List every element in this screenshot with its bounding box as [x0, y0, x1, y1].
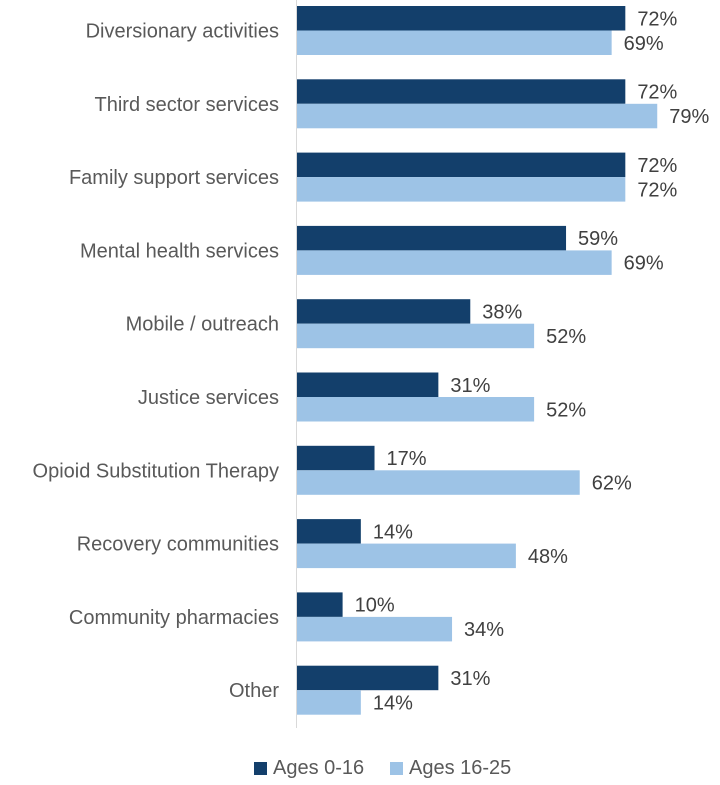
bar-other-ages-16-25	[297, 690, 361, 715]
value-label-mental-health-services-ages-16-25: 69%	[624, 253, 664, 275]
legend-swatch-ages-16-25	[390, 761, 403, 775]
value-label-other-ages-16-25: 14%	[373, 692, 413, 714]
category-label-family-support-services: Family support services	[69, 167, 279, 189]
category-label-mobile-outreach: Mobile / outreach	[126, 314, 279, 336]
category-label-community-pharmacies: Community pharmacies	[69, 607, 279, 629]
value-label-mobile-outreach-ages-16-25: 52%	[546, 326, 586, 348]
bar-opioid-substitution-therapy-ages-16-25	[297, 470, 580, 495]
bar-third-sector-services-ages-0-16	[297, 79, 626, 104]
value-label-recovery-communities-ages-16-25: 48%	[528, 546, 568, 568]
value-label-family-support-services-ages-16-25: 72%	[637, 179, 677, 201]
value-label-opioid-substitution-therapy-ages-0-16: 17%	[387, 448, 427, 470]
value-label-community-pharmacies-ages-16-25: 34%	[464, 619, 504, 641]
bar-recovery-communities-ages-0-16	[297, 519, 361, 544]
category-labels: Diversionary activities Third sector serv…	[33, 21, 280, 703]
bar-diversionary-activities-ages-0-16	[297, 6, 626, 31]
bar-diversionary-activities-ages-16-25	[297, 30, 612, 55]
legend-item-ages-16-25: Ages 16-25	[390, 755, 511, 781]
category-label-opioid-substitution-therapy: Opioid Substitution Therapy	[33, 460, 279, 482]
bar-community-pharmacies-ages-0-16	[297, 592, 343, 617]
value-label-community-pharmacies-ages-0-16: 10%	[355, 595, 395, 617]
category-label-third-sector-services: Third sector services	[95, 94, 280, 116]
bar-mental-health-services-ages-16-25	[297, 250, 612, 275]
value-label-third-sector-services-ages-0-16: 72%	[637, 82, 677, 104]
value-label-justice-services-ages-0-16: 31%	[450, 375, 490, 397]
bar-community-pharmacies-ages-16-25	[297, 616, 453, 642]
value-labels: 72%69%72%79%72%72%59%69%38%52%31%52%17%6…	[355, 8, 710, 714]
category-label-justice-services: Justice services	[138, 387, 279, 409]
category-label-mental-health-services: Mental health services	[80, 240, 279, 262]
bar-chart: Diversionary activities Third sector serv…	[33, 0, 710, 728]
bar-other-ages-0-16	[297, 665, 439, 691]
bar-opioid-substitution-therapy-ages-0-16	[297, 445, 375, 471]
value-label-justice-services-ages-16-25: 52%	[546, 399, 586, 421]
value-label-diversionary-activities-ages-16-25: 69%	[624, 33, 664, 55]
legend-swatch-ages-0-16	[254, 761, 267, 775]
category-label-other: Other	[229, 680, 279, 702]
category-label-recovery-communities: Recovery communities	[77, 534, 279, 556]
bar-mobile-outreach-ages-0-16	[297, 299, 471, 324]
value-label-other-ages-0-16: 31%	[450, 668, 490, 690]
legend-label-ages-16-25: Ages 16-25	[409, 756, 512, 779]
legend: Ages 0-16 Ages 16-25	[0, 755, 720, 781]
category-label-diversionary-activities: Diversionary activities	[86, 21, 279, 43]
bar-family-support-services-ages-16-25	[297, 177, 626, 202]
value-label-opioid-substitution-therapy-ages-16-25: 62%	[592, 473, 632, 495]
bar-third-sector-services-ages-16-25	[297, 103, 658, 129]
value-label-mobile-outreach-ages-0-16: 38%	[482, 301, 522, 323]
value-label-family-support-services-ages-0-16: 72%	[637, 155, 677, 177]
legend-item-ages-0-16: Ages 0-16	[254, 755, 364, 781]
bars	[297, 6, 658, 715]
legend-label-ages-0-16: Ages 0-16	[273, 756, 365, 779]
bar-mental-health-services-ages-0-16	[297, 225, 567, 251]
value-label-diversionary-activities-ages-0-16: 72%	[637, 8, 677, 30]
bar-justice-services-ages-16-25	[297, 397, 535, 422]
value-label-mental-health-services-ages-0-16: 59%	[578, 228, 618, 250]
bar-justice-services-ages-0-16	[297, 372, 439, 397]
value-label-recovery-communities-ages-0-16: 14%	[373, 521, 413, 543]
bar-family-support-services-ages-0-16	[297, 152, 626, 178]
bar-recovery-communities-ages-16-25	[297, 543, 516, 569]
value-label-third-sector-services-ages-16-25: 79%	[669, 106, 709, 128]
bar-mobile-outreach-ages-16-25	[297, 323, 535, 349]
